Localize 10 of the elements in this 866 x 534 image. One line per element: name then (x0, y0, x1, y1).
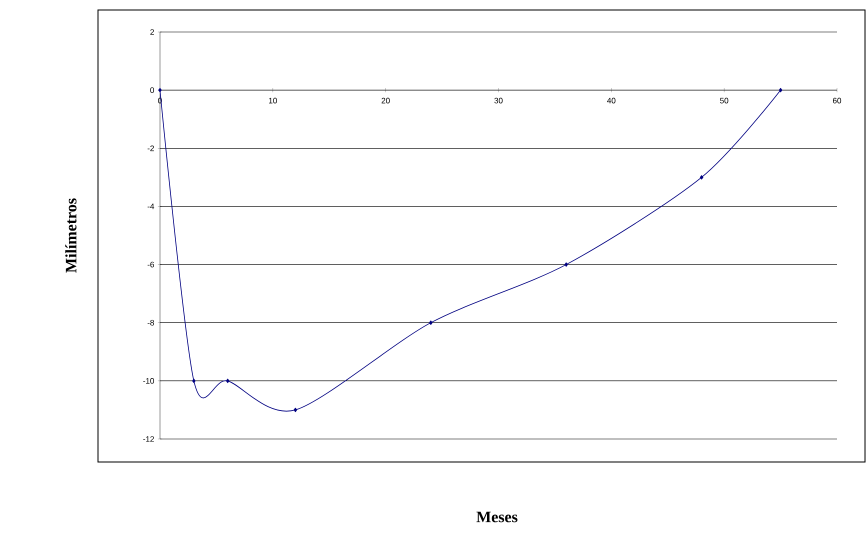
point (564, 262, 568, 267)
point (778, 88, 782, 92)
y-axis-title: Milímetros (65, 198, 76, 273)
point (294, 408, 298, 412)
x-axis-title: Meses (476, 512, 518, 522)
point (700, 175, 704, 180)
point (429, 320, 433, 325)
point (158, 88, 162, 92)
point (226, 378, 230, 384)
point (192, 378, 196, 384)
